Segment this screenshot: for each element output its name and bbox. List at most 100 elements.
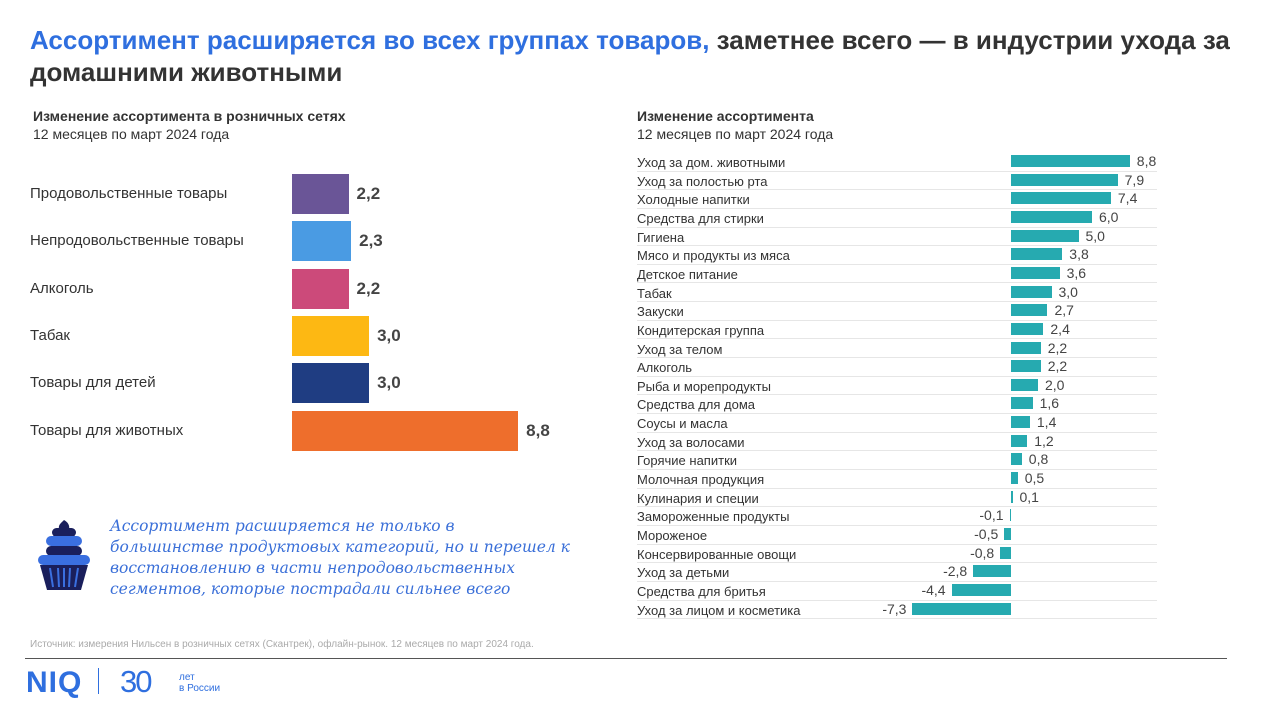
bar [912,602,1011,615]
category-label: Замороженные продукты [637,509,790,525]
category-label: Гигиена [637,229,685,245]
value-label: 1,6 [1039,395,1060,412]
bar-row: Мясо и продукты из мяса 3,8 [637,246,1157,265]
bar [973,565,1011,578]
bar [1011,248,1063,261]
bar [1000,546,1011,559]
title-rest: заметнее всего — в индустрии ухода за до… [30,25,1230,87]
value-label: 0,1 [1019,488,1039,505]
bar [292,268,349,309]
category-label: Холодные напитки [637,192,750,208]
category-label: Мясо и продукты из мяса [637,248,790,264]
country-label: в России [179,683,221,694]
category-label: Средства для бритья [637,583,766,599]
value-label: 0,8 [1028,451,1049,468]
category-label: Уход за детьми [637,565,730,581]
bar-row: Замороженные продукты -0,1 [637,507,1157,526]
left-chart-subtitle: 12 месяцев по март 2024 года [33,126,230,142]
category-label: Средства для стирки [637,210,764,226]
bar [1011,490,1013,503]
right-chart-title: Изменение ассортимента [637,108,814,124]
value-label: 2,2 [356,184,381,203]
bar-row: Гигиена 5,0 [637,228,1157,247]
bar-row: Холодные напитки 7,4 [637,190,1157,209]
bar-row: Средства для бритья -4,4 [637,582,1157,601]
bar-row: Уход за полостью рта 7,9 [637,172,1157,191]
bar [1011,397,1033,410]
value-label: -0,8 [970,544,995,561]
bar [1011,472,1018,485]
bar-row: Алкоголь 2,2 [30,268,630,309]
value-label: 2,3 [359,231,383,251]
bar-row: Уход за волосами 1,2 [637,433,1157,452]
bar-row: Товары для животных 8,8 [30,410,630,451]
bar-row: Уход за телом 2,2 [637,340,1157,359]
value-label: 0,5 [1024,470,1045,487]
category-label: Средства для дома [637,397,756,413]
category-label: Детское питание [637,266,738,282]
bar-row: Соусы и масла 1,4 [637,414,1157,433]
bar-row: Кулинария и специи 0,1 [637,489,1157,508]
logo-separator [98,668,99,694]
bar-row: Алкоголь 2,2 [637,358,1157,377]
left-chart-title: Изменение ассортимента в розничных сетях [33,108,346,124]
bar-row: Уход за детьми -2,8 [637,563,1157,582]
category-label: Продовольственные товары [30,185,228,202]
bar [292,410,519,451]
bar-row: Уход за лицом и косметика -7,3 [637,601,1157,620]
value-label: 5,0 [1085,227,1105,244]
bar [1011,341,1041,354]
value-label: 1,4 [1036,414,1057,431]
category-label: Уход за телом [637,341,723,357]
value-label: 2,7 [1054,302,1074,319]
value-label: 3,0 [377,325,401,345]
value-label: 3,6 [1066,264,1087,281]
category-label: Уход за лицом и косметика [637,602,801,618]
value-label: 6,0 [1099,208,1119,225]
bar [1004,528,1011,540]
bar [1011,304,1048,317]
category-label: Кулинария и специи [637,490,759,506]
category-label: Консервированные овощи [637,546,797,562]
bar-row: Консервированные овощи -0,8 [637,545,1157,564]
category-label: Непродовольственные товары [30,232,244,250]
value-label: 3,0 [1058,283,1078,300]
value-label: -0,5 [974,526,999,542]
bar [1011,453,1022,466]
value-label: 2,2 [1047,339,1068,356]
value-label: 2,2 [1047,358,1068,375]
bar-row: Продовольственные товары 2,2 [30,174,630,214]
value-label: 7,9 [1124,171,1145,188]
bar [1011,434,1028,447]
category-label: Уход за волосами [637,434,745,450]
category-label: Табак [637,285,672,301]
category-label: Табак [30,326,70,344]
bar-row: Мороженое -0,5 [637,526,1157,545]
years-label: лет [179,672,195,683]
category-label: Товары для детей [30,374,156,392]
category-label: Алкоголь [637,360,693,376]
bar-row: Кондитерская группа 2,4 [637,321,1157,340]
category-label: Уход за дом. животными [637,155,786,170]
category-label: Уход за полостью рта [637,173,768,189]
bar-row: Табак 3,0 [637,284,1157,303]
bar [292,315,370,356]
value-label: -4,4 [921,581,946,598]
page-title: Ассортимент расширяется во всех группах … [30,24,1250,88]
bar-row: Непродовольственные товары 2,3 [30,221,630,262]
anniversary-number: 30 [120,664,153,699]
value-label: 7,4 [1117,190,1138,207]
title-highlight: Ассортимент расширяется во всех группах … [30,25,710,55]
value-label: -2,8 [943,563,968,580]
bar-row: Товары для детей 3,0 [30,363,630,404]
value-label: 2,2 [356,278,381,298]
category-label: Кондитерская группа [637,322,765,338]
value-label: 2,4 [1050,320,1070,337]
bar-row: Рыба и морепродукты 2,0 [637,377,1157,396]
bar-row: Горячие напитки 0,8 [637,451,1157,470]
bar [1011,266,1060,279]
bar [1009,509,1011,522]
footer-divider [25,658,1227,659]
bar-row: Уход за дом. животными 8,8 [637,153,1157,172]
note-text: Ассортимент расширяется не только в боль… [110,517,570,598]
